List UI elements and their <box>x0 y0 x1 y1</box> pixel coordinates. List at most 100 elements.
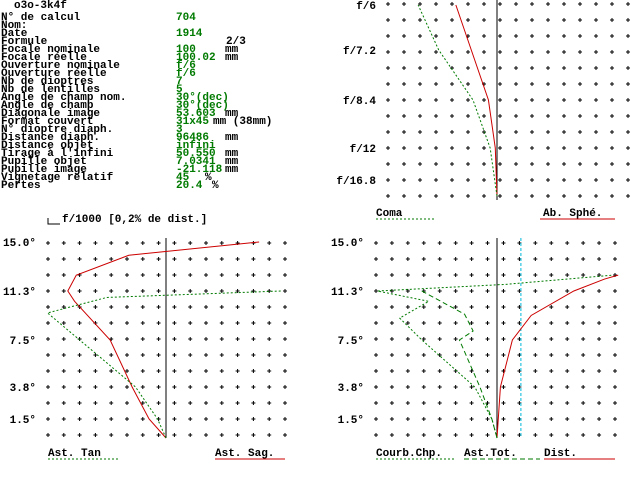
y-tick-label: f/6 <box>356 1 376 13</box>
parameter-row: Vignetage relatif 45% <box>0 172 330 184</box>
parameter-value: 5 <box>176 84 183 96</box>
parameter-unit: mm <box>225 148 239 160</box>
parameter-row: Date 1914 <box>0 28 330 40</box>
y-tick-label: 1.5° <box>338 415 364 427</box>
parameter-label: Nom: <box>1 20 28 32</box>
legend-label: Ab. Sphé. <box>543 208 602 220</box>
parameter-label: Ouverture nominale <box>1 60 120 72</box>
parameter-row: Distance objet infini <box>0 140 330 152</box>
y-tick-label: 15.0° <box>3 238 36 250</box>
scale-note: f/1000 [0,2% de dist.] <box>62 214 207 226</box>
parameter-row: N° de calcul 704 <box>0 12 330 24</box>
parameter-value: 30°(dec) <box>176 100 229 112</box>
parameter-value: 45 <box>176 172 190 184</box>
parameter-unit: % <box>212 180 219 192</box>
legend-label: Coma <box>376 208 403 220</box>
parameter-label: Pupille objet <box>1 156 87 168</box>
series-line <box>67 241 260 439</box>
legend-label: Dist. <box>544 448 577 460</box>
parameter-unit: mm <box>225 52 239 64</box>
parameter-row: Distance diaph. 96486 mm <box>0 132 330 144</box>
parameter-label: Nb de dioptres <box>1 76 94 88</box>
parameter-row: Nb de lentilles 5 <box>0 84 330 96</box>
parameter-unit: mm <box>225 44 239 56</box>
parameter-label: Ouverture réelle <box>1 68 107 80</box>
parameter-row: Pupille objet 7.0341 mm <box>0 156 330 168</box>
parameter-label: Tirage à l'infini <box>1 148 114 160</box>
parameter-unit: mm (38mm) <box>213 116 273 128</box>
parameter-label: Diagonale image <box>1 108 101 120</box>
parameter-label: Nb de lentilles <box>1 84 101 96</box>
y-tick-label: 11.3° <box>331 287 364 299</box>
parameter-row: Format couvert 31x45 mm (38mm) <box>0 116 330 128</box>
parameter-label: Distance diaph. <box>1 132 101 144</box>
parameter-label: Pupille image <box>1 164 87 176</box>
parameter-label: Angle de champ nom. <box>1 92 127 104</box>
parameter-row: Formule 2/3 <box>0 36 330 48</box>
parameter-label: Focale nominale <box>1 44 101 56</box>
y-tick-label: 7.5° <box>338 336 364 348</box>
parameter-label: N° dioptre diaph. <box>1 124 114 136</box>
series-line <box>46 290 282 439</box>
parameter-row: Diagonale image 53.603 mm <box>0 108 330 120</box>
legend-label: Courb.Chp. <box>376 448 442 460</box>
legend-label: Ast.Tot. <box>464 448 517 460</box>
y-tick-label: f/12 <box>350 144 376 156</box>
parameter-label: Pertes <box>1 180 41 192</box>
series-line <box>455 4 498 197</box>
parameter-value: f/6 <box>176 60 196 72</box>
parameter-value: 100.02 <box>176 52 216 64</box>
y-tick-label: 11.3° <box>3 287 36 299</box>
parameter-row: Ouverture nominale f/6 <box>0 60 330 72</box>
parameter-row: Focale nominale 100 mm <box>0 44 330 56</box>
legend-label: Ast. Tan <box>48 448 101 460</box>
series-line <box>377 274 614 439</box>
parameter-row: Ouverture réelle f/6 <box>0 68 330 80</box>
parameter-value: 96486 <box>176 132 210 144</box>
system-title: o3o-3k4f <box>14 0 67 12</box>
y-tick-label: 1.5° <box>10 415 36 427</box>
parameter-row: Nom: <box>0 20 330 32</box>
parameter-row: N° dioptre diaph. 3 <box>0 124 330 136</box>
parameter-value: 31x45 <box>176 116 210 128</box>
parameter-row: Pertes 20.4% <box>0 180 330 192</box>
legend-label: Ast. Sag. <box>215 448 274 460</box>
parameter-row: Angle de champ nom. 30°(dec) <box>0 92 330 104</box>
parameter-row: Nb de dioptres 7 <box>0 76 330 88</box>
parameter-value: 3 <box>176 124 183 136</box>
parameter-list: N° de calcul 704 Nom: Date 1914 Formule 2/3 Foc… <box>0 0 330 200</box>
parameter-value: 30°(dec) <box>176 92 229 104</box>
parameter-label: Vignetage relatif <box>1 172 114 184</box>
parameter-unit: mm <box>225 132 239 144</box>
parameter-value: f/6 <box>176 68 196 80</box>
parameter-value: 100 <box>176 44 196 56</box>
parameter-unit: mm <box>225 108 239 120</box>
parameter-unit: mm <box>225 156 239 168</box>
parameter-label: Distance objet <box>1 140 94 152</box>
parameter-value: infini <box>176 140 216 152</box>
parameter-label: Formule <box>1 36 48 48</box>
parameter-value: 53.603 <box>176 108 216 120</box>
parameter-row: Tirage à l'infini 50.550 mm <box>0 148 330 160</box>
parameter-label: Format couvert <box>1 116 94 128</box>
parameter-value: 704 <box>176 12 196 24</box>
parameter-row: Focale réelle 100.02 mm <box>0 52 330 64</box>
y-tick-label: 3.8° <box>338 383 364 395</box>
parameter-value: 20.4 <box>176 180 203 192</box>
parameter-row: Angle de champ 30°(dec) <box>0 100 330 112</box>
parameter-value: 1914 <box>176 28 203 40</box>
parameter-unit: 2/3 <box>226 36 246 48</box>
series-line <box>421 290 498 439</box>
parameter-unit: % <box>205 172 212 184</box>
parameter-value: 7 <box>176 76 183 88</box>
y-tick-label: f/7.2 <box>343 46 376 58</box>
y-tick-label: 3.8° <box>10 383 36 395</box>
parameter-value: 7.0341 <box>176 156 216 168</box>
series-line <box>496 274 619 439</box>
parameter-label: N° de calcul <box>1 12 81 24</box>
scale-bracket <box>47 218 60 225</box>
y-tick-label: 15.0° <box>331 238 364 250</box>
parameter-label: Angle de champ <box>1 100 94 112</box>
parameter-label: Date <box>1 28 28 40</box>
